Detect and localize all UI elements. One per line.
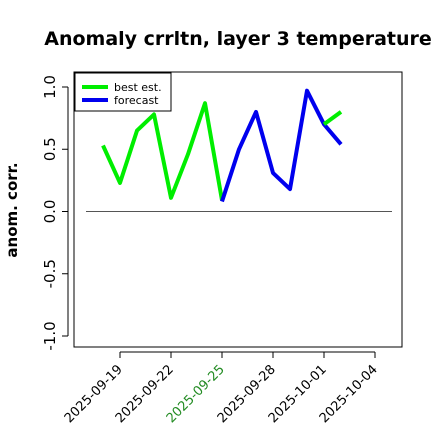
legend-box	[74, 72, 172, 112]
series-line-forecast	[220, 88, 343, 203]
legend-entry: forecast	[114, 94, 159, 107]
series-layer	[101, 88, 343, 203]
y-tick-label: 0.5	[41, 137, 59, 161]
x-axis: 2025-09-192025-09-222025-09-252025-09-28…	[62, 351, 381, 426]
y-tick-label: 1.0	[41, 75, 59, 99]
chart-title: Anomaly crrltn, layer 3 temperature	[44, 28, 432, 50]
y-axis: -1.0 -0.5 0.0 0.5 1.0	[41, 75, 69, 351]
legend-entry: best est.	[114, 81, 162, 94]
y-tick-label: -0.5	[41, 259, 59, 288]
plot-frame	[73, 71, 403, 348]
y-tick-label: 0.0	[41, 200, 59, 224]
y-axis-label: anom. corr.	[3, 162, 21, 257]
legend: best est.forecast	[74, 72, 172, 112]
y-tick-label: -1.0	[41, 321, 59, 350]
series-line-best-est	[101, 101, 224, 201]
series-line-best-est-extension	[322, 110, 343, 126]
